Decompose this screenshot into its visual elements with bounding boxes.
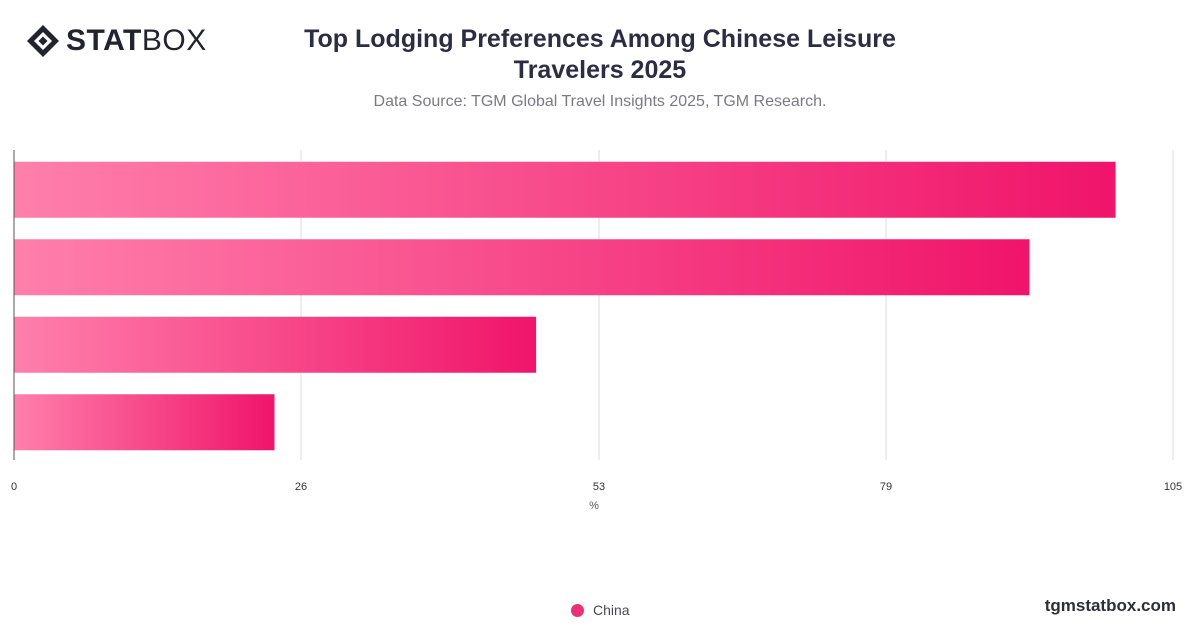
site-url: tgmstatbox.com	[1044, 596, 1176, 615]
bar-2[interactable]	[14, 239, 1030, 296]
x-tick-label-79: 79	[880, 481, 892, 493]
tick-labels: 0 26 53 79 105	[11, 481, 1182, 493]
diamond-logo-icon	[27, 25, 59, 57]
brand-wordmark-strong: STAT	[66, 24, 142, 57]
x-tick-label-0: 0	[11, 481, 17, 493]
bar-1[interactable]	[14, 161, 1116, 218]
legend-label-china: China	[593, 602, 630, 618]
x-tick-label-26: 26	[295, 481, 307, 493]
chart-subtitle: Data Source: TGM Global Travel Insights …	[373, 93, 827, 110]
brand-logo: STATBOX	[26, 24, 207, 58]
brand-wordmark-light: BOX	[141, 24, 207, 57]
bars	[14, 161, 1116, 451]
x-tick-label-105: 105	[1164, 481, 1182, 493]
legend[interactable]: China	[571, 602, 630, 618]
chart-title: Top Lodging Preferences Among Chinese Le…	[304, 25, 896, 84]
brand-wordmark: STATBOX	[66, 24, 207, 58]
legend-swatch-china	[571, 603, 584, 617]
x-tick-label-53: 53	[593, 481, 605, 493]
bar-4[interactable]	[14, 394, 275, 451]
x-axis-label: %	[589, 500, 599, 512]
bar-3[interactable]	[14, 316, 537, 373]
